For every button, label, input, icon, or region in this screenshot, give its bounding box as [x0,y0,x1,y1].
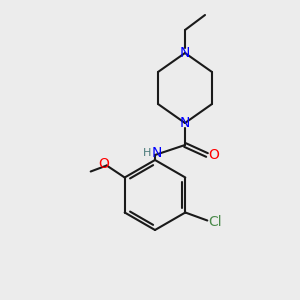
Text: Cl: Cl [208,215,222,230]
Text: H: H [143,148,151,158]
Text: N: N [152,146,162,160]
Text: O: O [98,158,109,172]
Text: N: N [180,46,190,60]
Text: N: N [180,116,190,130]
Text: O: O [208,148,219,162]
